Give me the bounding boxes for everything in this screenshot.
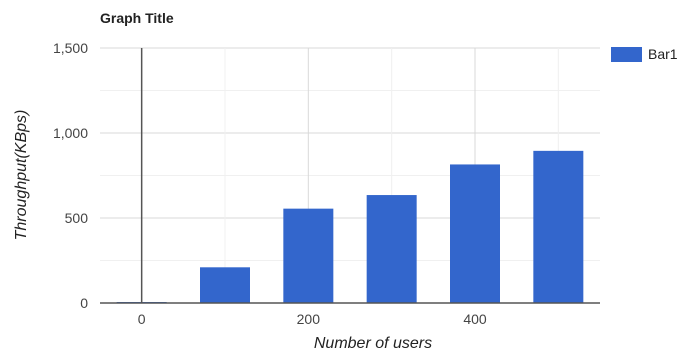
x-tick-label: 0 [138, 311, 146, 327]
bar [200, 267, 250, 303]
x-tick-label: 400 [463, 311, 487, 327]
legend-label-bar1: Bar1 [648, 46, 678, 62]
legend: Bar1 [611, 46, 678, 62]
axes [100, 48, 600, 304]
bar [450, 164, 500, 303]
bars [116, 150, 584, 303]
tick-labels: 0 500 1,000 1,500 0 200 400 [53, 40, 487, 327]
x-axis-title: Number of users [314, 335, 432, 350]
bar [366, 195, 417, 303]
legend-swatch-bar1 [611, 47, 642, 62]
y-tick-label: 0 [80, 295, 88, 311]
bar [283, 208, 334, 303]
x-tick-label: 200 [297, 311, 321, 327]
bar [533, 150, 584, 303]
chart-title: Graph Title [100, 10, 174, 26]
y-tick-label: 500 [65, 210, 89, 226]
y-tick-label: 1,500 [53, 40, 88, 56]
y-tick-label: 1,000 [53, 125, 88, 141]
y-axis-title: Throughput(KBps) [13, 110, 30, 241]
